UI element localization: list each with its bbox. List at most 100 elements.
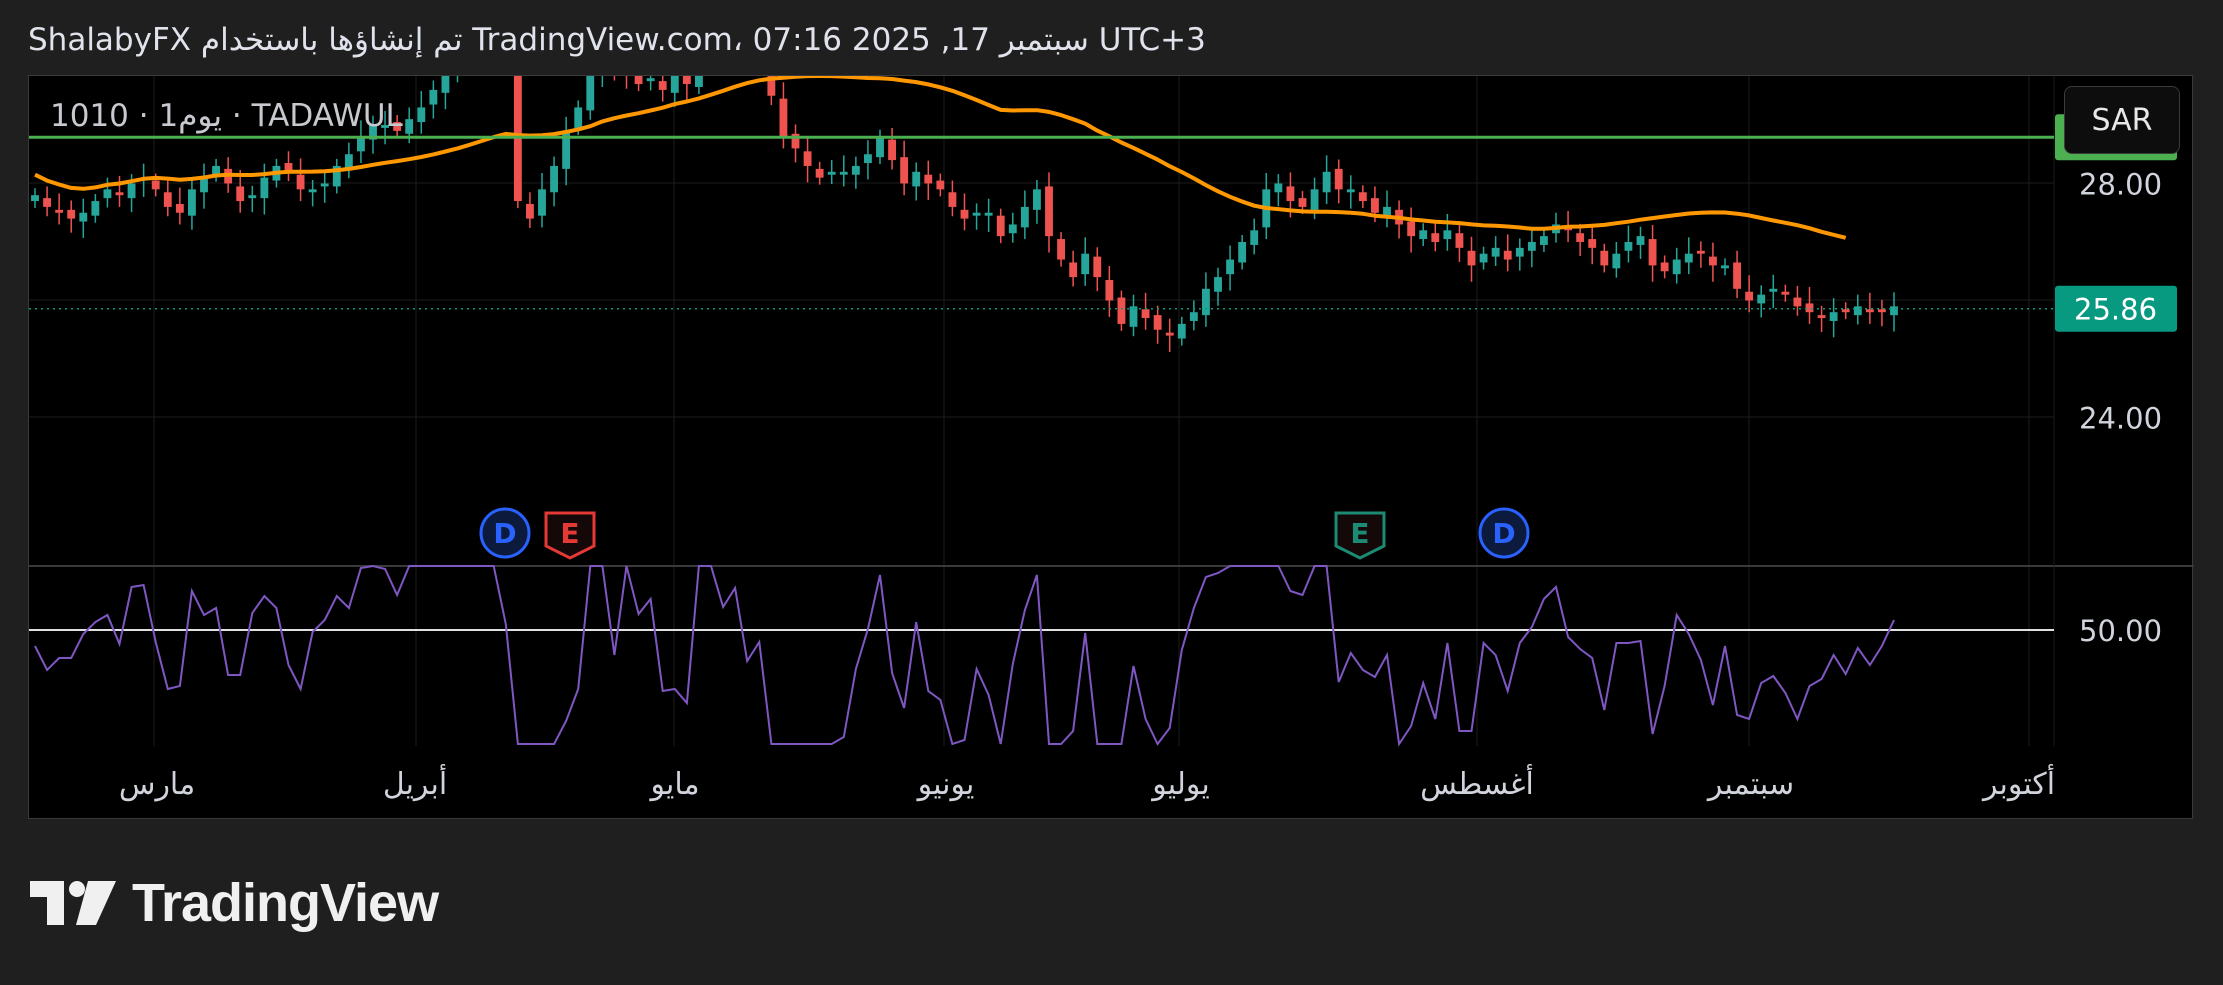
candle-body (586, 76, 595, 111)
candle-body (67, 209, 76, 219)
candle-body (115, 192, 124, 196)
candle-body (1057, 239, 1065, 260)
candle-body (1479, 253, 1488, 263)
moving-average-line (34, 76, 1847, 240)
candle-body (31, 195, 39, 202)
candle-body (1443, 230, 1452, 240)
rsi-tick-label: 50.00 (2079, 614, 2162, 648)
time-tick-label: سبتمبر (1706, 767, 1794, 802)
candle-body (670, 76, 679, 93)
time-tick-label: أكتوبر (1981, 763, 2055, 802)
candle-body (344, 154, 353, 169)
candle-body (236, 186, 245, 202)
tradingview-brand[interactable]: TradingView (30, 873, 439, 933)
candle-body (1371, 198, 1379, 213)
candle-body (839, 171, 848, 175)
candle-body (1515, 247, 1524, 257)
candle-body (248, 195, 257, 199)
candle-body (429, 89, 438, 105)
candle-body (1636, 236, 1645, 245)
candle-body (1455, 233, 1464, 248)
candle-body (1117, 297, 1126, 324)
candle-body (1660, 262, 1669, 272)
currency-button[interactable]: SAR (2064, 86, 2180, 154)
candle-body (1153, 315, 1162, 330)
candle-body (1745, 291, 1754, 301)
candle-body (1612, 253, 1621, 269)
candle-body (1383, 206, 1391, 216)
price-tick-label: 24.00 (2079, 402, 2162, 436)
candle-body (1648, 239, 1657, 266)
candle-body (1141, 309, 1150, 319)
candle-body (1829, 312, 1838, 321)
candle-body (1093, 256, 1102, 278)
time-tick-label: مارس (119, 767, 195, 802)
candle-body (1878, 309, 1886, 313)
time-tick-label: يونيو (916, 767, 975, 802)
candle-body (1081, 253, 1090, 275)
candle-body (1346, 189, 1355, 193)
candle-body (851, 165, 860, 175)
time-tick-label: يوليو (1150, 767, 1210, 802)
price-badge (2055, 285, 2177, 332)
candle-body (1214, 277, 1222, 292)
chart-header-caption: ShalabyFX تم إنشاؤها باستخدام TradingVie… (28, 22, 1206, 58)
price-badge-label: 25.86 (2074, 293, 2157, 327)
candle-body (381, 125, 389, 128)
candle-body (1431, 233, 1440, 242)
candle-body (1020, 206, 1029, 228)
candle-body (900, 157, 909, 184)
candle-body (972, 212, 981, 216)
candle-body (1503, 250, 1512, 260)
candle-body (1709, 256, 1717, 266)
candle-body (1491, 247, 1500, 257)
candle-body (1817, 315, 1826, 319)
candle-body (1841, 309, 1850, 313)
time-tick-label: أغسطس (1420, 763, 1534, 802)
candle-body (284, 163, 293, 172)
candle-body (260, 177, 269, 199)
candle-body (79, 212, 88, 222)
candle-body (1576, 233, 1585, 242)
candle-body (912, 171, 921, 187)
grid-lines (29, 76, 2054, 746)
candle-body (1069, 262, 1078, 278)
dividend-icon (479, 507, 531, 559)
candle-body (1684, 253, 1693, 263)
candle-body (1853, 306, 1862, 316)
symbol-label: 1010 · 1يوم · TADAWUL (50, 98, 403, 134)
event-marker-letter: D (493, 517, 516, 550)
candle-body (924, 174, 933, 184)
candle-body (1008, 224, 1017, 234)
candle-body (1298, 198, 1307, 207)
candle-body (357, 136, 365, 152)
candle-body (441, 76, 450, 93)
candle-body (526, 203, 534, 219)
candle-body (550, 165, 558, 193)
earnings-icon (1334, 511, 1386, 560)
candle-body (393, 122, 402, 131)
candle-body (1467, 250, 1476, 266)
candle-body (984, 212, 993, 216)
candle-body (1274, 183, 1283, 193)
price-chart[interactable]: 28.0024.0028.7425.8650.00DEEDمارسأبريلما… (29, 76, 2194, 820)
candle-body (574, 107, 583, 128)
candle-body (103, 189, 112, 199)
candle-body (1407, 221, 1416, 237)
candle-body (1769, 288, 1778, 292)
candle-body (1527, 242, 1536, 251)
candle-body (1226, 259, 1234, 275)
candle-body (864, 154, 872, 164)
chart-frame[interactable]: 28.0024.0028.7425.8650.00DEEDمارسأبريلما… (28, 75, 2194, 820)
candle-body (791, 133, 800, 149)
candle-body (1419, 230, 1428, 240)
candle-body (1250, 230, 1259, 245)
candle-body (200, 177, 208, 193)
candle-body (1588, 239, 1597, 248)
candle-body (1865, 309, 1874, 313)
candle-body (163, 192, 172, 207)
candle-body (1202, 288, 1210, 316)
candle-body (827, 171, 836, 175)
